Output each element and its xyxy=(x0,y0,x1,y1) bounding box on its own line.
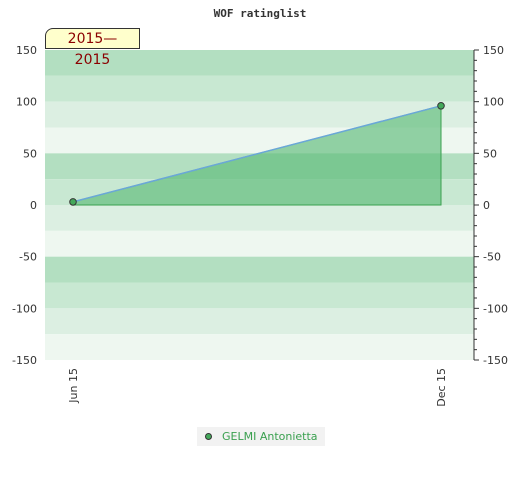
period-label: 2015—2015 xyxy=(45,28,140,68)
y-tick-label-left: 100 xyxy=(16,96,37,109)
series-line xyxy=(72,105,442,203)
y-tick-label-right: 0 xyxy=(483,199,490,212)
legend-marker-icon xyxy=(205,433,212,440)
background-band xyxy=(45,50,474,76)
legend[interactable]: GELMI Antonietta xyxy=(197,427,325,446)
y-tick-label-right: 100 xyxy=(483,96,504,109)
y-tick-label-right: -100 xyxy=(483,302,508,315)
y-tick-label-left: -150 xyxy=(12,354,37,367)
y-tick-label-left: 150 xyxy=(16,44,37,57)
y-axis-right: -150 -100 -50 0 50 100 150 xyxy=(473,44,508,367)
data-point xyxy=(437,102,445,110)
background-band xyxy=(45,230,474,257)
y-tick-label-right: -150 xyxy=(483,354,508,367)
y-tick-label-right: 150 xyxy=(483,44,504,57)
y-tick-label-left: -50 xyxy=(19,251,37,264)
legend-label: GELMI Antonietta xyxy=(222,430,318,443)
chart-title: WOF ratinglist xyxy=(214,7,307,20)
x-tick-label: Dec 15 xyxy=(435,368,448,407)
background-band xyxy=(45,282,474,309)
y-tick-label-right: -50 xyxy=(483,251,501,264)
x-axis: Jun 15 Dec 15 xyxy=(67,368,448,407)
background-band xyxy=(45,75,474,102)
data-point xyxy=(69,198,77,206)
series-area xyxy=(69,102,445,206)
y-axis-left: -150 -100 -50 0 50 100 150 xyxy=(12,44,37,367)
y-tick-label-left: 50 xyxy=(23,147,37,160)
y-tick-label-left: -100 xyxy=(12,302,37,315)
background-band xyxy=(45,308,474,335)
x-tick-label: Jun 15 xyxy=(67,368,80,404)
background-band xyxy=(45,256,474,283)
y-tick-label-right: 50 xyxy=(483,147,497,160)
background-band xyxy=(45,334,474,360)
y-tick-label-left: 0 xyxy=(30,199,37,212)
background-band xyxy=(45,205,474,231)
